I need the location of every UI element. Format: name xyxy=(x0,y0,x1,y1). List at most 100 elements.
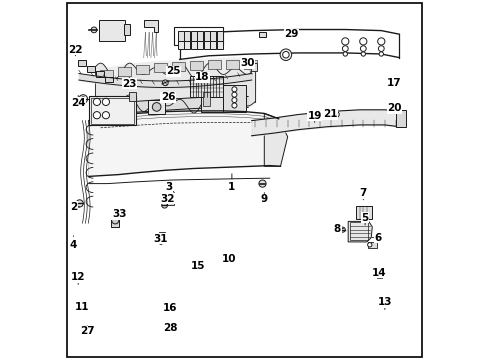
Bar xyxy=(190,76,223,97)
Bar xyxy=(91,98,134,124)
Bar xyxy=(96,71,104,77)
Bar xyxy=(78,60,86,66)
Bar xyxy=(226,60,239,69)
Bar xyxy=(172,62,185,71)
Text: 31: 31 xyxy=(153,234,168,245)
Circle shape xyxy=(373,268,382,277)
Bar xyxy=(190,41,196,49)
Circle shape xyxy=(378,52,383,56)
Text: 16: 16 xyxy=(163,303,177,313)
Bar xyxy=(210,41,216,49)
Text: 33: 33 xyxy=(112,209,126,219)
Bar xyxy=(258,32,265,37)
Text: 12: 12 xyxy=(71,272,85,284)
Circle shape xyxy=(333,112,339,117)
Text: 19: 19 xyxy=(307,111,321,122)
Bar xyxy=(123,24,130,35)
Bar xyxy=(190,31,196,41)
Text: 32: 32 xyxy=(160,194,174,205)
Text: 23: 23 xyxy=(122,77,136,89)
Polygon shape xyxy=(143,20,158,32)
Text: 18: 18 xyxy=(195,72,209,82)
Bar xyxy=(136,65,149,74)
Bar xyxy=(190,32,197,37)
Text: 28: 28 xyxy=(163,323,178,333)
Polygon shape xyxy=(347,221,371,242)
Text: 15: 15 xyxy=(191,261,205,271)
Bar xyxy=(178,31,183,41)
Text: 11: 11 xyxy=(74,302,89,312)
Circle shape xyxy=(231,103,237,108)
Bar xyxy=(208,60,221,69)
Bar xyxy=(376,274,382,278)
Bar xyxy=(355,206,371,219)
Text: 4: 4 xyxy=(70,236,77,250)
Bar xyxy=(118,67,131,76)
Text: 13: 13 xyxy=(377,297,391,310)
Circle shape xyxy=(93,112,101,119)
Text: 7: 7 xyxy=(359,188,366,200)
Text: 3: 3 xyxy=(165,182,174,193)
Bar xyxy=(349,222,367,240)
Circle shape xyxy=(231,98,237,103)
Bar xyxy=(148,100,165,114)
Bar xyxy=(159,232,165,240)
Bar xyxy=(167,194,174,205)
Circle shape xyxy=(93,98,101,105)
Bar xyxy=(178,41,183,49)
Bar xyxy=(184,31,190,41)
Circle shape xyxy=(340,227,345,232)
Text: 8: 8 xyxy=(333,224,343,234)
Circle shape xyxy=(342,46,347,51)
Text: 5: 5 xyxy=(361,213,368,225)
Bar xyxy=(87,66,95,72)
Bar xyxy=(197,31,203,41)
Circle shape xyxy=(367,243,371,247)
Circle shape xyxy=(79,95,87,103)
Bar xyxy=(216,31,222,41)
Circle shape xyxy=(359,38,366,45)
Circle shape xyxy=(378,46,384,51)
Text: 14: 14 xyxy=(371,268,386,278)
Circle shape xyxy=(282,51,288,58)
Bar xyxy=(197,41,203,49)
Bar xyxy=(223,85,246,112)
Bar xyxy=(216,41,222,49)
Circle shape xyxy=(91,27,97,33)
Text: 25: 25 xyxy=(166,66,181,76)
Circle shape xyxy=(280,49,291,60)
Bar xyxy=(395,110,405,127)
Circle shape xyxy=(388,103,394,109)
Circle shape xyxy=(76,200,83,207)
Circle shape xyxy=(111,217,119,224)
Text: 10: 10 xyxy=(222,254,236,264)
Circle shape xyxy=(231,92,237,97)
Text: 21: 21 xyxy=(322,109,337,120)
Text: 2: 2 xyxy=(70,202,80,212)
Circle shape xyxy=(343,52,347,56)
Bar xyxy=(203,31,209,41)
Bar xyxy=(244,60,257,69)
Text: 20: 20 xyxy=(386,103,401,113)
Bar xyxy=(128,92,136,101)
Polygon shape xyxy=(264,113,287,166)
Bar xyxy=(99,20,124,41)
Bar xyxy=(184,41,190,49)
Circle shape xyxy=(377,38,384,45)
Text: 17: 17 xyxy=(386,78,401,88)
Circle shape xyxy=(162,202,167,208)
Circle shape xyxy=(157,237,164,244)
Text: 29: 29 xyxy=(284,29,298,40)
Text: 1: 1 xyxy=(228,174,235,192)
Bar xyxy=(203,92,210,106)
Bar xyxy=(201,83,223,112)
Bar xyxy=(174,27,223,45)
Bar xyxy=(154,63,167,72)
Polygon shape xyxy=(89,111,280,176)
Bar xyxy=(101,70,113,79)
Circle shape xyxy=(360,46,366,51)
Circle shape xyxy=(81,97,85,101)
Bar xyxy=(105,77,113,82)
Circle shape xyxy=(162,80,168,86)
Circle shape xyxy=(102,98,109,105)
